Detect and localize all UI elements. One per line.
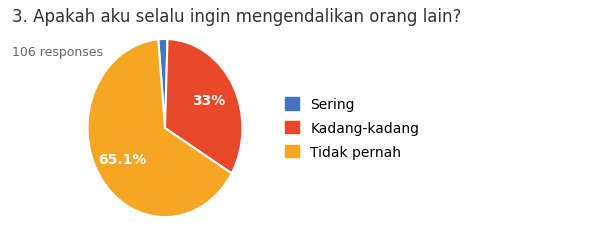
Text: 106 responses: 106 responses (12, 45, 103, 58)
Legend: Sering, Kadang-kadang, Tidak pernah: Sering, Kadang-kadang, Tidak pernah (278, 91, 427, 166)
Text: 65.1%: 65.1% (98, 152, 146, 166)
Wedge shape (165, 40, 242, 174)
Wedge shape (158, 40, 167, 129)
Wedge shape (88, 40, 232, 217)
Text: 33%: 33% (193, 94, 226, 108)
Text: 3. Apakah aku selalu ingin mengendalikan orang lain?: 3. Apakah aku selalu ingin mengendalikan… (12, 8, 461, 25)
